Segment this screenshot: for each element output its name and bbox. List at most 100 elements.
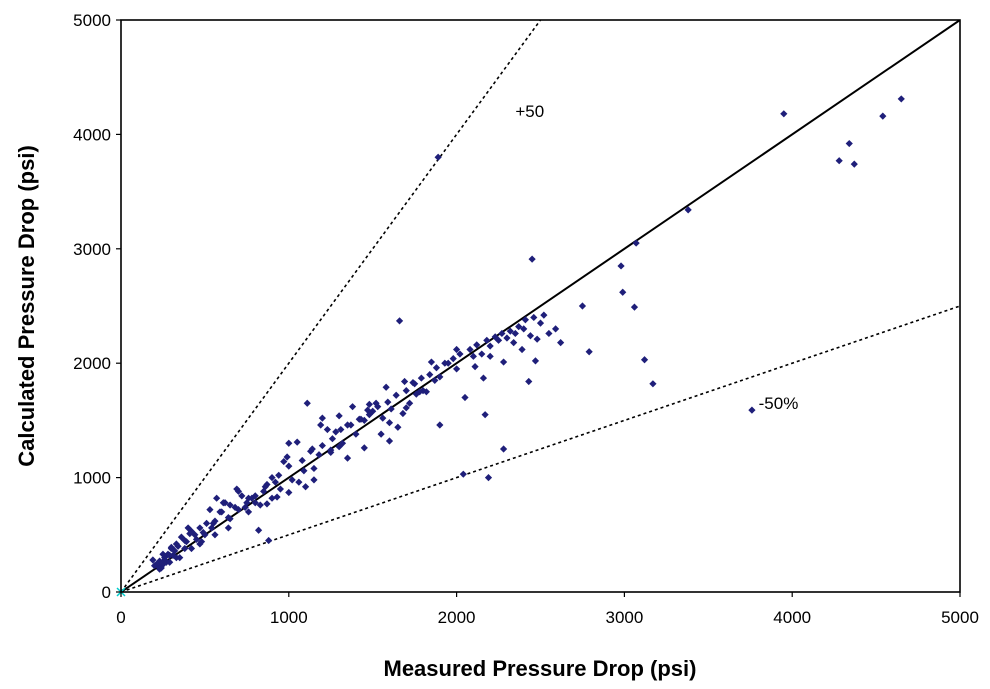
x-tick-label: 3000 bbox=[605, 608, 643, 627]
data-point bbox=[649, 380, 657, 388]
data-point bbox=[310, 476, 318, 484]
data-point bbox=[630, 303, 639, 311]
data-point bbox=[578, 302, 587, 310]
data-point bbox=[469, 352, 477, 360]
data-point bbox=[473, 341, 481, 349]
data-point bbox=[394, 423, 402, 431]
data-point bbox=[506, 327, 514, 335]
data-point bbox=[280, 457, 288, 466]
data-point bbox=[402, 387, 410, 395]
data-point bbox=[411, 380, 419, 388]
data-point bbox=[365, 400, 373, 408]
data-point bbox=[879, 112, 887, 120]
data-point bbox=[503, 334, 511, 342]
data-point bbox=[199, 528, 207, 537]
data-point bbox=[525, 377, 533, 386]
data-point bbox=[285, 439, 293, 447]
annotation-label: -50% bbox=[759, 394, 799, 413]
x-tick-label: 1000 bbox=[270, 608, 308, 627]
data-point bbox=[835, 157, 843, 165]
data-point bbox=[293, 438, 301, 446]
y-tick-label: 1000 bbox=[73, 469, 111, 488]
data-point bbox=[392, 391, 400, 399]
data-point bbox=[640, 356, 649, 364]
data-point bbox=[518, 345, 526, 354]
data-point bbox=[275, 471, 283, 479]
data-point bbox=[150, 562, 159, 570]
data-point bbox=[335, 443, 343, 451]
data-point bbox=[328, 435, 337, 443]
y-tick-label: 2000 bbox=[73, 354, 111, 373]
data-point bbox=[181, 544, 189, 553]
data-point bbox=[166, 551, 174, 559]
data-point bbox=[251, 499, 259, 507]
data-point bbox=[181, 536, 189, 545]
data-point bbox=[432, 364, 441, 372]
minus-50-line bbox=[121, 305, 960, 592]
data-point bbox=[357, 415, 365, 423]
data-point bbox=[263, 480, 271, 489]
data-point bbox=[387, 405, 395, 413]
data-point bbox=[436, 421, 444, 429]
data-point bbox=[347, 421, 355, 429]
data-point bbox=[261, 483, 269, 491]
data-point bbox=[251, 492, 259, 500]
x-tick-label: 2000 bbox=[438, 608, 476, 627]
data-point bbox=[456, 350, 464, 358]
data-point bbox=[545, 329, 553, 338]
data-point bbox=[585, 348, 593, 356]
data-point bbox=[417, 374, 425, 382]
data-point bbox=[499, 358, 508, 366]
one-to-one-line bbox=[121, 20, 960, 592]
data-point bbox=[335, 412, 343, 420]
data-point bbox=[491, 333, 499, 341]
data-point bbox=[486, 342, 494, 350]
data-point bbox=[360, 444, 368, 452]
y-tick-label: 0 bbox=[102, 583, 111, 602]
data-point bbox=[174, 542, 182, 550]
data-point bbox=[510, 339, 518, 347]
data-point bbox=[850, 160, 858, 168]
data-point bbox=[298, 456, 306, 465]
data-point bbox=[167, 544, 175, 553]
data-point bbox=[498, 329, 506, 338]
data-point bbox=[385, 419, 394, 427]
data-point bbox=[379, 414, 387, 422]
data-point bbox=[521, 316, 529, 324]
data-point bbox=[526, 332, 535, 340]
data-point bbox=[459, 470, 467, 478]
data-point bbox=[780, 110, 788, 118]
data-point bbox=[441, 359, 449, 367]
data-point bbox=[219, 499, 227, 507]
data-point bbox=[226, 501, 234, 509]
data-point bbox=[427, 358, 436, 366]
data-point bbox=[216, 508, 224, 516]
data-point bbox=[172, 554, 180, 562]
data-point bbox=[238, 492, 246, 500]
data-point bbox=[384, 398, 392, 406]
data-point bbox=[256, 501, 264, 509]
data-point bbox=[184, 524, 192, 532]
data-point bbox=[377, 430, 385, 438]
data-point bbox=[308, 445, 316, 453]
data-point bbox=[191, 531, 199, 539]
data-point bbox=[263, 500, 271, 508]
data-point bbox=[484, 474, 493, 482]
data-point bbox=[271, 478, 279, 486]
data-point bbox=[619, 288, 627, 296]
x-tick-label: 4000 bbox=[773, 608, 811, 627]
data-point bbox=[186, 530, 194, 538]
data-point bbox=[300, 467, 308, 475]
data-point bbox=[234, 487, 243, 495]
data-point bbox=[338, 439, 347, 447]
data-point bbox=[285, 462, 293, 470]
data-point bbox=[268, 494, 276, 502]
data-point bbox=[206, 506, 214, 514]
data-point bbox=[402, 404, 410, 412]
data-point bbox=[461, 393, 469, 402]
data-point bbox=[233, 485, 241, 493]
data-point bbox=[149, 556, 157, 564]
data-point bbox=[303, 399, 311, 407]
data-point bbox=[385, 437, 394, 445]
